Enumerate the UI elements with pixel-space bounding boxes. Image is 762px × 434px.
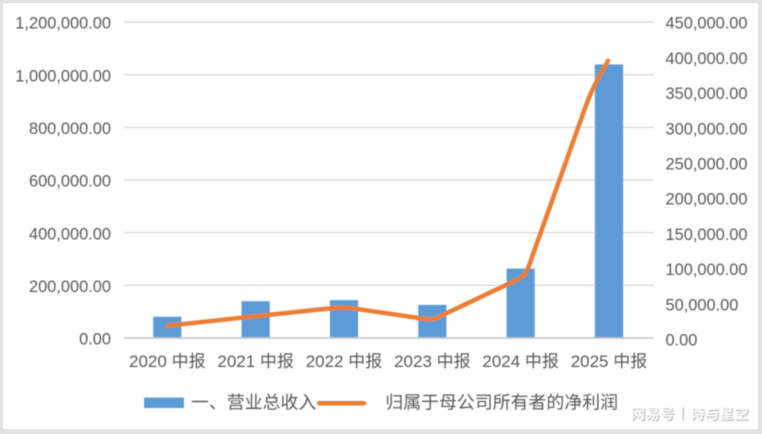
svg-text:0.00: 0.00	[79, 331, 111, 349]
svg-text:2025: 2025	[571, 352, 609, 371]
svg-text:250,000.00: 250,000.00	[666, 155, 748, 173]
svg-text:350,000.00: 350,000.00	[666, 85, 748, 103]
svg-text:2022: 2022	[306, 352, 344, 371]
svg-text:200,000.00: 200,000.00	[666, 191, 748, 209]
svg-text:50,000.00: 50,000.00	[666, 296, 739, 314]
svg-text:0.00: 0.00	[666, 332, 698, 350]
svg-text:2020: 2020	[129, 352, 167, 371]
svg-text:1,200,000.00: 1,200,000.00	[15, 15, 111, 33]
svg-text:2024: 2024	[482, 352, 520, 371]
svg-text:2021: 2021	[217, 352, 255, 371]
svg-text:2023: 2023	[394, 352, 432, 371]
svg-text:400,000.00: 400,000.00	[666, 50, 748, 68]
svg-text:450,000.00: 450,000.00	[666, 15, 748, 33]
svg-text:1,000,000.00: 1,000,000.00	[15, 67, 111, 85]
svg-text:800,000.00: 800,000.00	[29, 120, 111, 138]
svg-text:600,000.00: 600,000.00	[29, 173, 111, 191]
svg-text:200,000.00: 200,000.00	[29, 278, 111, 296]
svg-text:400,000.00: 400,000.00	[29, 225, 111, 243]
svg-text:300,000.00: 300,000.00	[666, 120, 748, 138]
svg-text:100,000.00: 100,000.00	[666, 261, 748, 279]
svg-text:150,000.00: 150,000.00	[666, 226, 748, 244]
